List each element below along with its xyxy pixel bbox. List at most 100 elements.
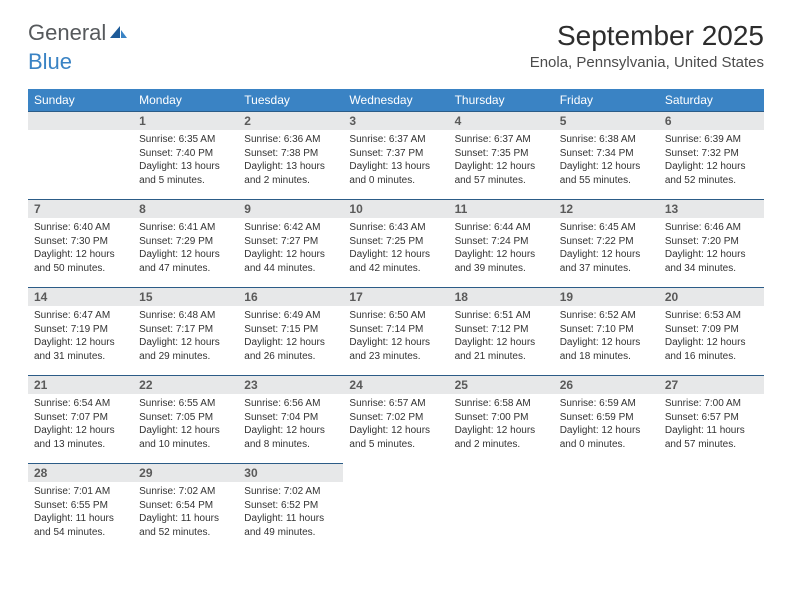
- day-body: Sunrise: 6:45 AMSunset: 7:22 PMDaylight:…: [554, 218, 659, 279]
- calendar-cell: 21Sunrise: 6:54 AMSunset: 7:07 PMDayligh…: [28, 375, 133, 463]
- day-number: 10: [343, 199, 448, 218]
- day-number: 15: [133, 287, 238, 306]
- day-body: Sunrise: 6:46 AMSunset: 7:20 PMDaylight:…: [659, 218, 764, 279]
- daylight: Daylight: 12 hours and 34 minutes.: [665, 248, 758, 275]
- day-body: Sunrise: 6:49 AMSunset: 7:15 PMDaylight:…: [238, 306, 343, 367]
- day-body: Sunrise: 6:37 AMSunset: 7:37 PMDaylight:…: [343, 130, 448, 191]
- day-number: 30: [238, 463, 343, 482]
- daylight: Daylight: 11 hours and 57 minutes.: [665, 424, 758, 451]
- sunset: Sunset: 7:37 PM: [349, 147, 442, 161]
- calendar-cell: 2Sunrise: 6:36 AMSunset: 7:38 PMDaylight…: [238, 111, 343, 199]
- day-body: Sunrise: 6:57 AMSunset: 7:02 PMDaylight:…: [343, 394, 448, 455]
- sunset: Sunset: 7:38 PM: [244, 147, 337, 161]
- calendar-cell: 29Sunrise: 7:02 AMSunset: 6:54 PMDayligh…: [133, 463, 238, 551]
- sunset: Sunset: 7:32 PM: [665, 147, 758, 161]
- calendar-cell: 8Sunrise: 6:41 AMSunset: 7:29 PMDaylight…: [133, 199, 238, 287]
- sunset: Sunset: 7:00 PM: [455, 411, 548, 425]
- sunrise: Sunrise: 7:00 AM: [665, 397, 758, 411]
- day-body: Sunrise: 6:50 AMSunset: 7:14 PMDaylight:…: [343, 306, 448, 367]
- sunrise: Sunrise: 6:46 AM: [665, 221, 758, 235]
- sunset: Sunset: 7:05 PM: [139, 411, 232, 425]
- sunrise: Sunrise: 6:57 AM: [349, 397, 442, 411]
- sunset: Sunset: 7:02 PM: [349, 411, 442, 425]
- day-number: 27: [659, 375, 764, 394]
- logo-sail-icon: [108, 24, 128, 45]
- sunset: Sunset: 7:07 PM: [34, 411, 127, 425]
- day-number: 3: [343, 111, 448, 130]
- calendar-cell: 14Sunrise: 6:47 AMSunset: 7:19 PMDayligh…: [28, 287, 133, 375]
- sunrise: Sunrise: 7:02 AM: [244, 485, 337, 499]
- day-number: 8: [133, 199, 238, 218]
- daylight: Daylight: 13 hours and 2 minutes.: [244, 160, 337, 187]
- day-number: 13: [659, 199, 764, 218]
- sunrise: Sunrise: 6:55 AM: [139, 397, 232, 411]
- day-body: Sunrise: 6:53 AMSunset: 7:09 PMDaylight:…: [659, 306, 764, 367]
- calendar-cell: 18Sunrise: 6:51 AMSunset: 7:12 PMDayligh…: [449, 287, 554, 375]
- daylight: Daylight: 12 hours and 2 minutes.: [455, 424, 548, 451]
- weekday-header: Sunday: [28, 89, 133, 111]
- day-number: 28: [28, 463, 133, 482]
- calendar-cell: 16Sunrise: 6:49 AMSunset: 7:15 PMDayligh…: [238, 287, 343, 375]
- calendar-body: 1Sunrise: 6:35 AMSunset: 7:40 PMDaylight…: [28, 111, 764, 551]
- sunrise: Sunrise: 6:35 AM: [139, 133, 232, 147]
- sunset: Sunset: 7:22 PM: [560, 235, 653, 249]
- calendar-cell: 7Sunrise: 6:40 AMSunset: 7:30 PMDaylight…: [28, 199, 133, 287]
- calendar-cell: [554, 463, 659, 551]
- calendar-head: SundayMondayTuesdayWednesdayThursdayFrid…: [28, 89, 764, 111]
- day-number: 23: [238, 375, 343, 394]
- calendar-cell: 25Sunrise: 6:58 AMSunset: 7:00 PMDayligh…: [449, 375, 554, 463]
- daylight: Daylight: 12 hours and 21 minutes.: [455, 336, 548, 363]
- calendar-cell: [659, 463, 764, 551]
- calendar-cell: 13Sunrise: 6:46 AMSunset: 7:20 PMDayligh…: [659, 199, 764, 287]
- calendar-cell: 3Sunrise: 6:37 AMSunset: 7:37 PMDaylight…: [343, 111, 448, 199]
- calendar-cell: 17Sunrise: 6:50 AMSunset: 7:14 PMDayligh…: [343, 287, 448, 375]
- calendar-cell: [28, 111, 133, 199]
- calendar-cell: 19Sunrise: 6:52 AMSunset: 7:10 PMDayligh…: [554, 287, 659, 375]
- sunrise: Sunrise: 6:38 AM: [560, 133, 653, 147]
- calendar-cell: 11Sunrise: 6:44 AMSunset: 7:24 PMDayligh…: [449, 199, 554, 287]
- sunrise: Sunrise: 6:45 AM: [560, 221, 653, 235]
- calendar-cell: 6Sunrise: 6:39 AMSunset: 7:32 PMDaylight…: [659, 111, 764, 199]
- sunset: Sunset: 7:19 PM: [34, 323, 127, 337]
- sunset: Sunset: 7:27 PM: [244, 235, 337, 249]
- sunrise: Sunrise: 6:48 AM: [139, 309, 232, 323]
- sunrise: Sunrise: 7:02 AM: [139, 485, 232, 499]
- daylight: Daylight: 12 hours and 5 minutes.: [349, 424, 442, 451]
- sunrise: Sunrise: 6:43 AM: [349, 221, 442, 235]
- sunset: Sunset: 7:20 PM: [665, 235, 758, 249]
- title-block: September 2025 Enola, Pennsylvania, Unit…: [530, 20, 764, 71]
- calendar-week: 28Sunrise: 7:01 AMSunset: 6:55 PMDayligh…: [28, 463, 764, 551]
- sunset: Sunset: 7:04 PM: [244, 411, 337, 425]
- day-body: Sunrise: 6:38 AMSunset: 7:34 PMDaylight:…: [554, 130, 659, 191]
- weekday-header: Tuesday: [238, 89, 343, 111]
- day-body: Sunrise: 6:54 AMSunset: 7:07 PMDaylight:…: [28, 394, 133, 455]
- day-body: Sunrise: 6:36 AMSunset: 7:38 PMDaylight:…: [238, 130, 343, 191]
- sunset: Sunset: 7:30 PM: [34, 235, 127, 249]
- sunset: Sunset: 7:34 PM: [560, 147, 653, 161]
- sunset: Sunset: 6:54 PM: [139, 499, 232, 513]
- calendar-table: SundayMondayTuesdayWednesdayThursdayFrid…: [28, 89, 764, 551]
- day-body: Sunrise: 6:41 AMSunset: 7:29 PMDaylight:…: [133, 218, 238, 279]
- calendar-cell: 4Sunrise: 6:37 AMSunset: 7:35 PMDaylight…: [449, 111, 554, 199]
- sunset: Sunset: 6:52 PM: [244, 499, 337, 513]
- day-number: 5: [554, 111, 659, 130]
- day-number: 6: [659, 111, 764, 130]
- daylight: Daylight: 13 hours and 5 minutes.: [139, 160, 232, 187]
- day-body: Sunrise: 6:44 AMSunset: 7:24 PMDaylight:…: [449, 218, 554, 279]
- calendar-cell: 20Sunrise: 6:53 AMSunset: 7:09 PMDayligh…: [659, 287, 764, 375]
- daylight: Daylight: 12 hours and 39 minutes.: [455, 248, 548, 275]
- daylight: Daylight: 12 hours and 50 minutes.: [34, 248, 127, 275]
- location: Enola, Pennsylvania, United States: [530, 54, 764, 71]
- daylight: Daylight: 12 hours and 16 minutes.: [665, 336, 758, 363]
- sunrise: Sunrise: 6:51 AM: [455, 309, 548, 323]
- calendar-cell: 30Sunrise: 7:02 AMSunset: 6:52 PMDayligh…: [238, 463, 343, 551]
- logo-blue: Blue: [28, 49, 72, 74]
- sunset: Sunset: 7:25 PM: [349, 235, 442, 249]
- daylight: Daylight: 12 hours and 0 minutes.: [560, 424, 653, 451]
- daylight: Daylight: 12 hours and 26 minutes.: [244, 336, 337, 363]
- calendar-cell: [343, 463, 448, 551]
- day-number: 20: [659, 287, 764, 306]
- day-body: Sunrise: 6:40 AMSunset: 7:30 PMDaylight:…: [28, 218, 133, 279]
- day-number: 14: [28, 287, 133, 306]
- sunset: Sunset: 6:57 PM: [665, 411, 758, 425]
